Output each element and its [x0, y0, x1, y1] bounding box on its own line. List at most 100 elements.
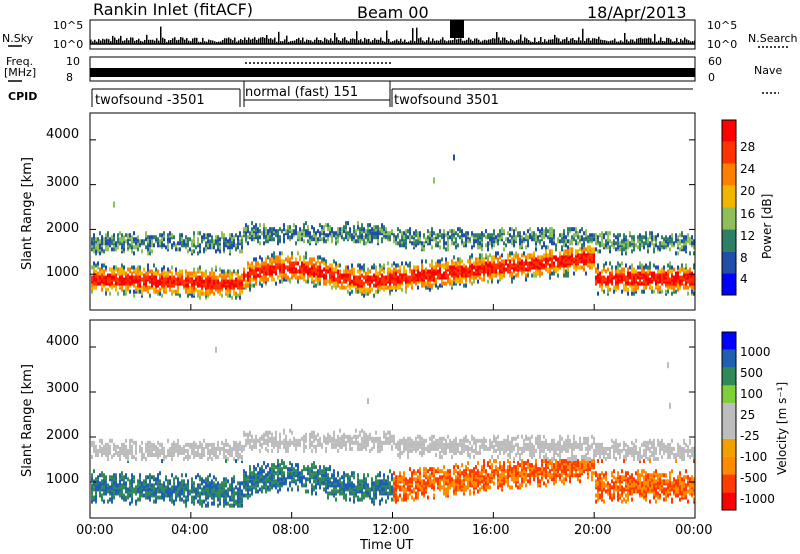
echo-cell	[195, 442, 197, 447]
echo-cell	[599, 271, 601, 276]
echo-cell	[547, 259, 549, 264]
echo-cell	[207, 239, 209, 244]
echo-cell	[507, 263, 509, 268]
nsky-label: N.Sky	[2, 32, 34, 45]
echo-cell	[155, 285, 157, 290]
echo-cell	[687, 235, 689, 240]
echo-cell	[229, 495, 231, 500]
echo-cell	[215, 275, 217, 280]
echo-cell	[675, 239, 677, 244]
echo-cell	[427, 285, 429, 290]
echo-cell	[331, 237, 333, 242]
echo-cell	[521, 265, 523, 270]
echo-cell	[333, 231, 335, 236]
echo-cell	[431, 285, 433, 290]
echo-cell	[139, 285, 141, 290]
echo-cell	[455, 239, 457, 244]
echo-cell	[385, 285, 387, 290]
echo-cell	[653, 273, 655, 278]
echo-cell	[237, 487, 239, 492]
echo-cell	[547, 261, 549, 266]
echo-cell	[295, 269, 297, 274]
echo-cell	[189, 291, 191, 296]
echo-cell	[619, 233, 621, 238]
echo-cell	[431, 229, 433, 234]
echo-cell	[327, 279, 329, 284]
echo-cell	[381, 273, 383, 278]
echo-cell	[347, 237, 349, 242]
echo-cell	[677, 239, 679, 244]
echo-cell	[641, 275, 643, 280]
echo-cell	[385, 233, 387, 238]
echo-cell	[185, 487, 187, 492]
echo-cell	[231, 275, 233, 280]
echo-cell	[137, 283, 139, 288]
velocity-ytick-3000: 3000	[46, 381, 80, 396]
echo-cell	[169, 487, 171, 492]
echo-cell	[453, 229, 455, 234]
echo-cell	[439, 263, 441, 268]
echo-cell	[451, 259, 453, 264]
noise-bar	[330, 38, 332, 44]
echo-cell	[359, 231, 361, 236]
echo-cell	[257, 273, 259, 278]
echo-cell	[123, 483, 125, 488]
noise-bar	[290, 41, 292, 44]
echo-cell	[667, 285, 669, 290]
echo-cell	[171, 497, 173, 502]
echo-cell	[93, 285, 95, 290]
echo-cell	[235, 271, 237, 276]
noise-bar	[438, 40, 440, 44]
echo-cell	[465, 273, 467, 278]
echo-cell	[191, 239, 193, 244]
echo-cell	[489, 261, 491, 266]
echo-cell	[589, 233, 591, 238]
echo-cell	[353, 281, 355, 286]
echo-cell	[631, 263, 633, 268]
echo-cell	[219, 237, 221, 242]
echo-cell	[375, 289, 377, 294]
echo-cell	[223, 455, 225, 460]
echo-cell	[127, 448, 129, 453]
echo-cell	[473, 235, 475, 240]
echo-cell	[419, 277, 421, 282]
echo-cell	[353, 269, 355, 274]
echo-cell	[183, 448, 185, 453]
echo-cell	[527, 253, 529, 258]
echo-cell	[307, 227, 309, 232]
echo-cell	[629, 231, 631, 236]
echo-cell	[209, 487, 211, 492]
echo-cell	[159, 479, 161, 484]
echo-cell	[673, 267, 675, 272]
echo-cell	[125, 233, 127, 238]
echo-cell	[553, 267, 555, 272]
echo-cell	[145, 487, 147, 492]
echo-cell	[413, 273, 415, 278]
echo-cell	[441, 281, 443, 286]
echo-cell	[91, 275, 93, 280]
echo-cell	[407, 283, 409, 288]
echo-cell	[101, 495, 103, 500]
echo-cell	[607, 279, 609, 284]
echo-cell	[161, 459, 163, 464]
echo-cell	[145, 485, 147, 490]
echo-cell	[99, 444, 101, 449]
echo-cell	[293, 265, 295, 270]
echo-cell	[359, 271, 361, 276]
echo-cell	[273, 227, 275, 232]
echo-cell	[213, 271, 215, 276]
echo-cell	[347, 289, 349, 294]
echo-cell	[129, 489, 131, 494]
echo-cell	[157, 283, 159, 288]
echo-cell	[101, 239, 103, 244]
echo-cell	[109, 275, 111, 280]
echo-cell	[125, 279, 127, 284]
echo-cell	[461, 279, 463, 284]
echo-cell	[179, 483, 181, 488]
noise-bar	[504, 37, 506, 44]
echo-cell	[631, 275, 633, 280]
echo-cell	[513, 259, 515, 264]
echo-cell	[327, 233, 329, 238]
echo-cell	[569, 249, 571, 254]
echo-cell	[361, 291, 363, 296]
